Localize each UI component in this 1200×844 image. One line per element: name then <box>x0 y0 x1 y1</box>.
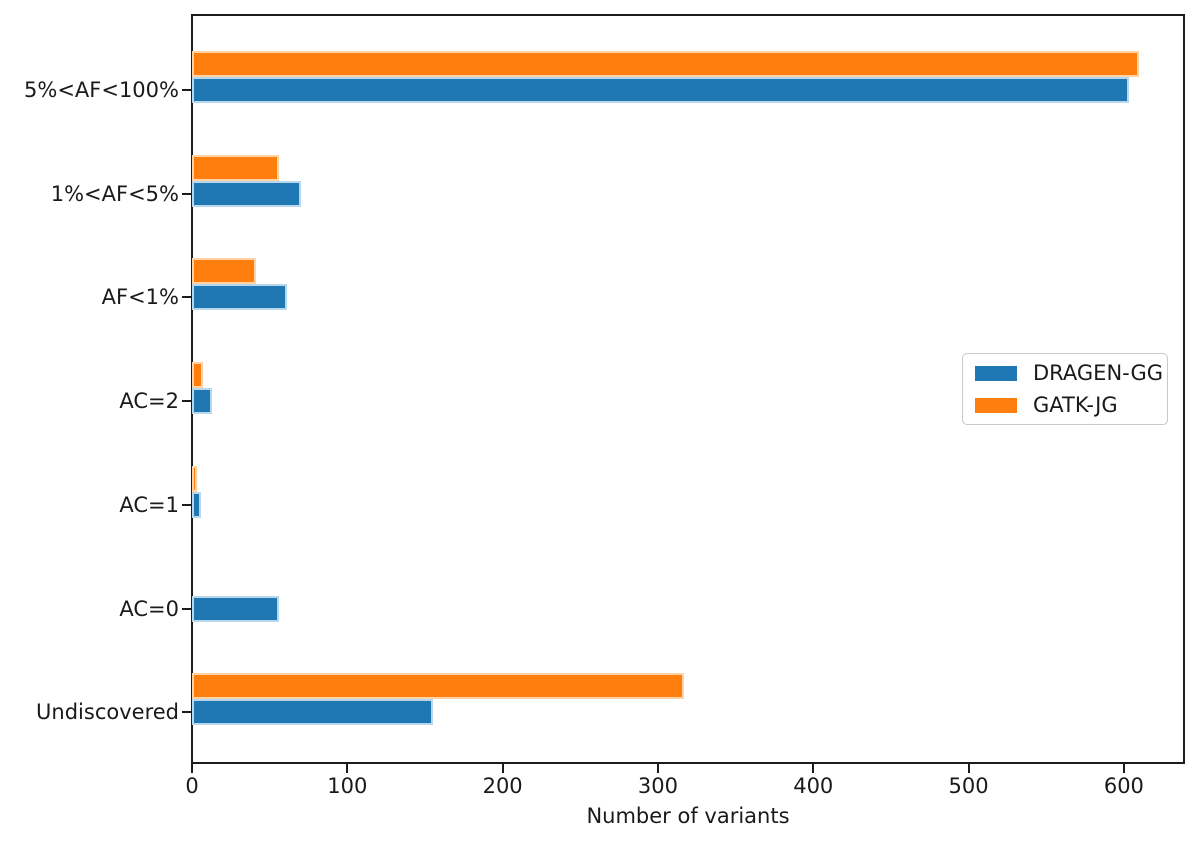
x-tick-mark <box>812 764 815 773</box>
bar-gatk-jg <box>192 465 197 492</box>
bar-gatk-jg <box>192 362 203 389</box>
legend-label: GATK-JG <box>1033 393 1118 417</box>
bar-gatk-jg <box>192 673 684 700</box>
y-tick-mark <box>182 296 191 299</box>
x-tick-mark <box>346 764 349 773</box>
x-tick-mark <box>656 764 659 773</box>
y-tick-label: AC=1 <box>119 492 179 517</box>
bar-dragen-gg <box>192 699 433 726</box>
bar-dragen-gg <box>192 180 301 207</box>
y-tick-label: AC=0 <box>119 596 179 621</box>
y-tick-label: AF<1% <box>101 285 179 310</box>
bar-dragen-gg <box>192 284 287 311</box>
y-tick-label: 1%<AF<5% <box>50 181 179 206</box>
x-tick-label: 0 <box>185 774 199 798</box>
y-tick-label: AC=2 <box>119 389 179 414</box>
legend-item-gatk-jg: GATK-JG <box>975 393 1155 417</box>
x-tick-label: 500 <box>948 774 989 798</box>
legend-swatch-orange <box>975 397 1017 413</box>
bar-dragen-gg <box>192 77 1129 103</box>
bar-gatk-jg <box>192 258 256 285</box>
bar-dragen-gg <box>192 388 212 415</box>
y-tick-mark <box>182 89 191 91</box>
bar-gatk-jg <box>192 154 279 181</box>
x-tick-mark <box>967 764 970 773</box>
x-tick-label: 100 <box>327 774 368 798</box>
bar-dragen-gg <box>192 595 279 622</box>
x-tick-mark <box>191 764 193 773</box>
y-tick-mark <box>182 192 191 195</box>
legend-item-dragen-gg: DRAGEN-GG <box>975 361 1163 385</box>
y-tick-label: Undiscovered <box>36 700 179 725</box>
legend: DRAGEN-GG GATK-JG <box>962 353 1168 425</box>
x-tick-mark <box>501 764 504 773</box>
y-tick-mark <box>182 711 191 714</box>
x-axis-title: Number of variants <box>586 804 790 828</box>
x-tick-label: 600 <box>1103 774 1144 798</box>
legend-label: DRAGEN-GG <box>1033 361 1164 385</box>
bar-gatk-jg <box>192 51 1139 77</box>
legend-swatch-blue <box>975 365 1017 381</box>
x-tick-label: 200 <box>482 774 523 798</box>
y-tick-label: 5%<AF<100% <box>24 78 179 102</box>
y-tick-mark <box>182 400 191 403</box>
y-tick-mark <box>182 503 191 506</box>
x-tick-mark <box>1122 764 1125 773</box>
bar-dragen-gg <box>192 491 201 518</box>
x-tick-label: 400 <box>793 774 834 798</box>
x-tick-label: 300 <box>637 774 678 798</box>
y-tick-mark <box>182 607 191 610</box>
